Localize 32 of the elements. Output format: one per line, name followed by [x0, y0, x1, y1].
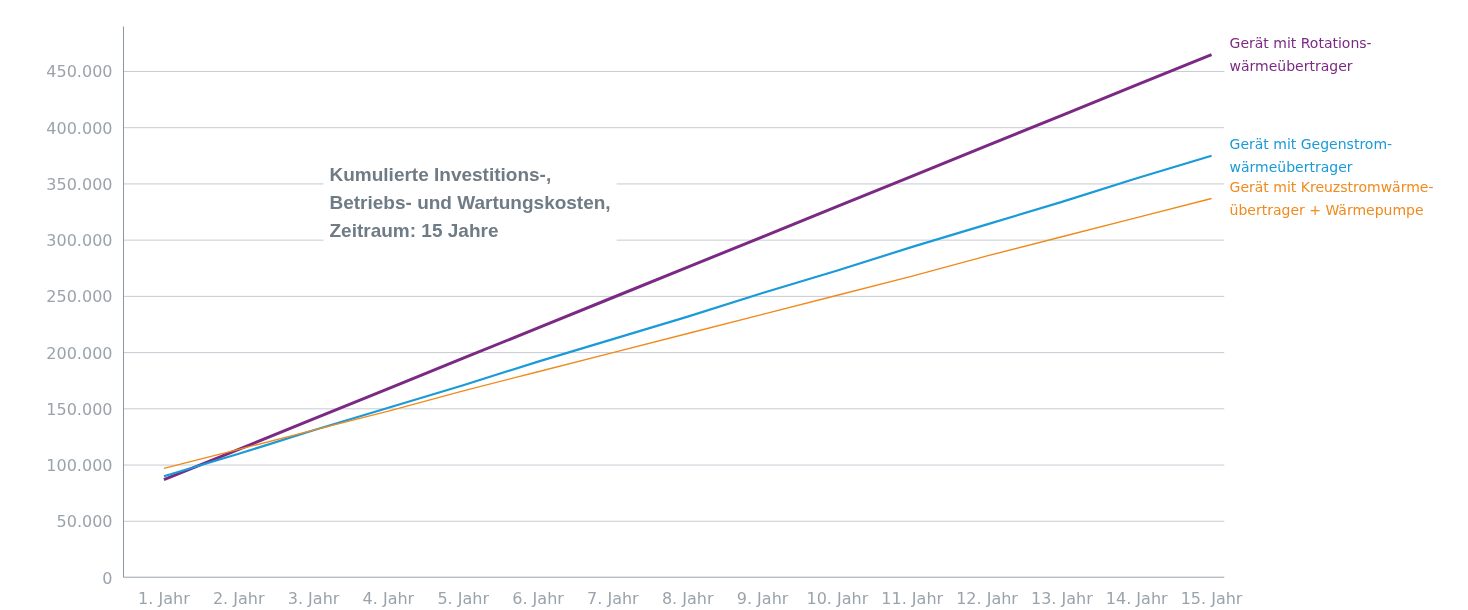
x-tick-label: 15. Jahr — [1180, 588, 1243, 608]
y-tick-label: 50.000 — [56, 512, 113, 532]
annotation: Kumulierte Investitions-, Betriebs- und Wartungskosten, Zeitraum: 15 Jahre — [329, 163, 611, 242]
line-series — [162, 154, 1213, 478]
y-tick-label: 300.000 — [46, 231, 113, 251]
line-series — [162, 53, 1214, 482]
y-tick-label: 0 — [102, 568, 113, 588]
y-tick-label: 150.000 — [46, 399, 113, 419]
x-tick-label: 6. Jahr — [512, 588, 565, 608]
series-label: Gerät mit Kreuzstromwärme- übertrager + Wärmepumpe — [1229, 178, 1434, 219]
series-label: Gerät mit Rotations- wärmeübertrager — [1229, 35, 1372, 75]
y-tick-label: 350.000 — [46, 174, 113, 194]
x-tick-label: 12. Jahr — [956, 588, 1019, 608]
x-tick-label: 10. Jahr — [806, 588, 869, 608]
series-label: Gerät mit Gegenstrom- wärmeübertrager — [1229, 136, 1393, 176]
y-tick-label: 450.000 — [46, 62, 113, 82]
x-tick-label: 5. Jahr — [437, 588, 490, 608]
y-tick-label: 250.000 — [46, 287, 113, 307]
x-tick-label: 3. Jahr — [287, 588, 340, 608]
x-tick-label: 2. Jahr — [212, 588, 265, 608]
y-tick-label: 400.000 — [46, 118, 113, 138]
y-tick-label: 100.000 — [46, 456, 113, 476]
x-tick-label: 1. Jahr — [138, 588, 191, 608]
line-series — [163, 197, 1213, 470]
x-tick-label: 4. Jahr — [362, 588, 415, 608]
x-tick-label: 11. Jahr — [881, 588, 944, 608]
x-tick-label: 13. Jahr — [1031, 588, 1094, 608]
x-tick-label: 14. Jahr — [1105, 588, 1169, 608]
x-tick-label: 7. Jahr — [587, 588, 640, 608]
x-tick-label: 8. Jahr — [661, 588, 714, 608]
x-tick-label: 9. Jahr — [736, 588, 789, 608]
y-tick-label: 200.000 — [46, 343, 113, 363]
